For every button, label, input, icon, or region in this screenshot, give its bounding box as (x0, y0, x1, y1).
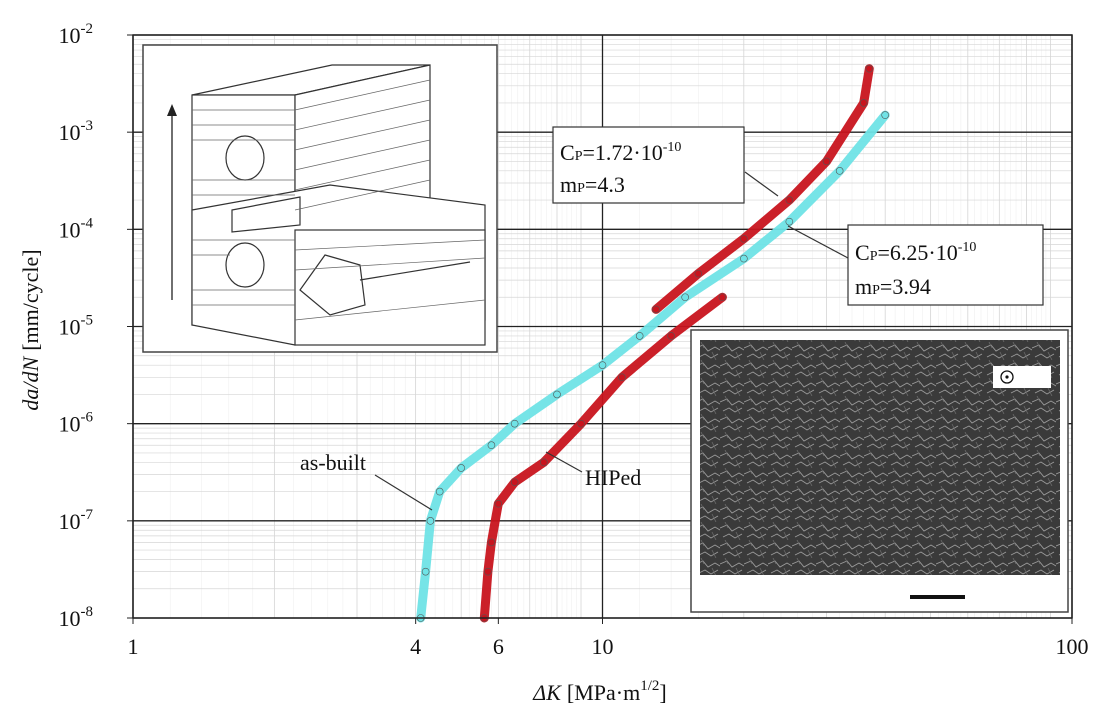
data-point (484, 568, 491, 575)
y-tick-label: 10-5 (59, 313, 94, 340)
data-point (682, 294, 689, 301)
annotation-leader (375, 475, 432, 510)
data-point (668, 332, 675, 339)
data-point (719, 294, 726, 301)
fit-leader (745, 172, 778, 196)
data-point (599, 362, 606, 369)
data-point (511, 420, 518, 427)
bd-box (993, 366, 1051, 388)
data-point (866, 65, 873, 72)
series-line (484, 297, 722, 618)
y-tick-exponent: -8 (81, 604, 94, 620)
x-tick-label: 1 (128, 634, 139, 659)
data-point (695, 270, 702, 277)
y-tick-label: 10-8 (59, 604, 94, 631)
y-tick-exponent: -2 (81, 21, 94, 37)
data-point (652, 306, 659, 313)
data-point (740, 235, 747, 242)
y-tick-base: 10 (59, 412, 81, 437)
fractograph-inset (691, 330, 1068, 612)
data-point (836, 167, 843, 174)
as-built-label: as-built (300, 450, 366, 475)
data-point (511, 479, 518, 486)
y-tick-exponent: -7 (81, 507, 94, 523)
y-tick-base: 10 (59, 120, 81, 145)
data-point (786, 218, 793, 225)
data-point (618, 374, 625, 381)
x-axis-title: ΔK[MPa·m1/2] (532, 678, 666, 705)
fit-m: mP=4.3 (560, 172, 625, 197)
y-tick-exponent: -3 (81, 118, 94, 134)
y-tick-base: 10 (59, 23, 81, 48)
y-tick-base: 10 (59, 315, 81, 340)
y-tick-label: 10-6 (59, 410, 94, 437)
y-tick-base: 10 (59, 217, 81, 242)
x-tick-label: 10 (592, 634, 614, 659)
fit-leader (788, 226, 848, 258)
data-point (495, 500, 502, 507)
data-point (422, 568, 429, 575)
chart: CP=1.72·10-10 mP=4.3 CP=6.25·10-10 mP=3.… (0, 0, 1101, 715)
x-tick-label: 6 (493, 634, 504, 659)
data-point (488, 442, 495, 449)
data-point (636, 332, 643, 339)
y-tick-exponent: -4 (81, 215, 94, 231)
data-point (786, 197, 793, 204)
y-tick-base: 10 (59, 509, 81, 534)
data-point (823, 158, 830, 165)
data-point (458, 464, 465, 471)
data-point (540, 459, 547, 466)
data-point (488, 539, 495, 546)
data-point (427, 517, 434, 524)
data-point (554, 391, 561, 398)
x-tick-label: 4 (410, 634, 421, 659)
hiped-label: HIPed (585, 465, 641, 490)
y-axis-title: da/dN[mm/cycle] (18, 249, 43, 410)
data-point (578, 420, 585, 427)
y-tick-label: 10-2 (59, 21, 94, 48)
y-tick-exponent: -5 (81, 313, 94, 329)
data-point (436, 488, 443, 495)
x-tick-label: 100 (1056, 634, 1089, 659)
data-point (860, 99, 867, 106)
bd-dot (1005, 375, 1008, 378)
y-tick-exponent: -6 (81, 410, 94, 426)
y-tick-base: 10 (59, 606, 81, 631)
data-point (882, 112, 889, 119)
specimen-inset (143, 45, 497, 352)
y-tick-label: 10-3 (59, 118, 94, 145)
data-point (740, 255, 747, 262)
fit-m: mP=3.94 (855, 274, 931, 299)
y-tick-label: 10-4 (59, 215, 94, 242)
y-tick-label: 10-7 (59, 507, 94, 534)
